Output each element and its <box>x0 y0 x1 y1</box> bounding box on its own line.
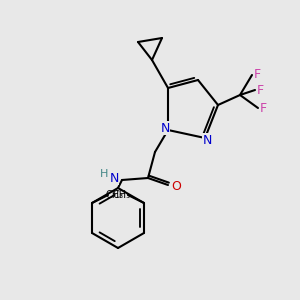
Text: F: F <box>260 101 267 115</box>
Text: N: N <box>109 172 119 184</box>
Text: H: H <box>100 169 108 179</box>
Text: O: O <box>171 181 181 194</box>
Text: N: N <box>202 134 212 146</box>
Text: F: F <box>254 68 261 82</box>
Text: CH₃: CH₃ <box>112 190 130 200</box>
Text: N: N <box>160 122 170 134</box>
Text: CH₃: CH₃ <box>106 190 124 200</box>
Text: F: F <box>256 83 264 97</box>
